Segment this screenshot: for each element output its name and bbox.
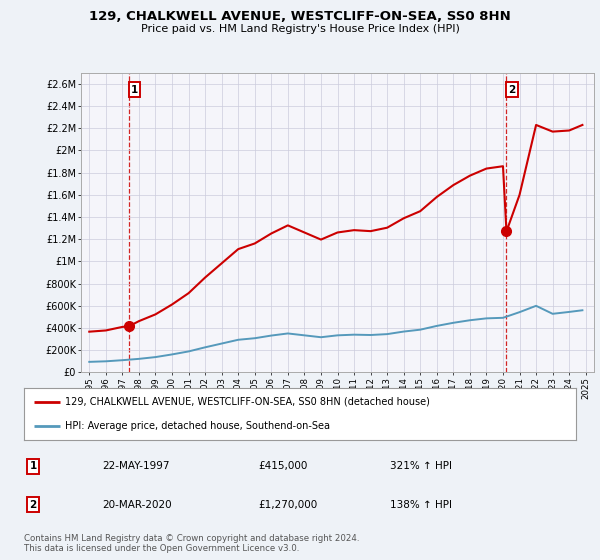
Text: £1,270,000: £1,270,000: [258, 500, 317, 510]
Text: 138% ↑ HPI: 138% ↑ HPI: [390, 500, 452, 510]
Text: 129, CHALKWELL AVENUE, WESTCLIFF-ON-SEA, SS0 8HN: 129, CHALKWELL AVENUE, WESTCLIFF-ON-SEA,…: [89, 10, 511, 23]
Text: 2: 2: [508, 85, 515, 95]
Text: 22-MAY-1997: 22-MAY-1997: [102, 461, 170, 472]
Text: 1: 1: [29, 461, 37, 472]
Text: 20-MAR-2020: 20-MAR-2020: [102, 500, 172, 510]
Text: HPI: Average price, detached house, Southend-on-Sea: HPI: Average price, detached house, Sout…: [65, 421, 331, 431]
Text: 321% ↑ HPI: 321% ↑ HPI: [390, 461, 452, 472]
Text: Contains HM Land Registry data © Crown copyright and database right 2024.
This d: Contains HM Land Registry data © Crown c…: [24, 534, 359, 553]
Text: £415,000: £415,000: [258, 461, 307, 472]
Text: Price paid vs. HM Land Registry's House Price Index (HPI): Price paid vs. HM Land Registry's House …: [140, 24, 460, 34]
Text: 129, CHALKWELL AVENUE, WESTCLIFF-ON-SEA, SS0 8HN (detached house): 129, CHALKWELL AVENUE, WESTCLIFF-ON-SEA,…: [65, 397, 430, 407]
Text: 2: 2: [29, 500, 37, 510]
Text: 1: 1: [131, 85, 138, 95]
